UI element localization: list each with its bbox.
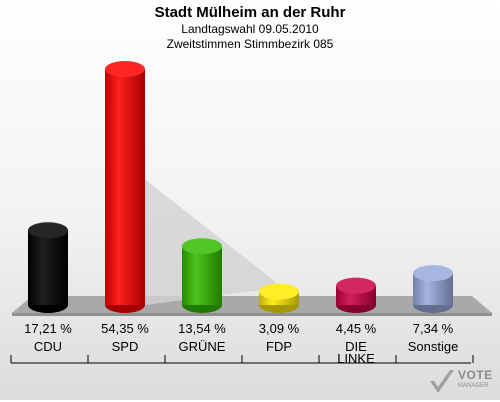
category-label: FDP [266,339,292,354]
bar-group [28,61,453,313]
category-axis [10,355,474,364]
value-label: 13,54 % [178,321,226,336]
value-label: 7,34 % [413,321,454,336]
checkmark-icon [430,370,454,393]
category-label: DIE [345,339,367,354]
category-label: LINKE [337,351,375,366]
category-label: Sonstige [408,339,459,354]
value-label: 4,45 % [336,321,377,336]
category-label: CDU [34,339,62,354]
logo-text: VOTE [458,368,493,382]
label-group: 17,21 % CDU 54,35 % SPD 13,54 % GRÜNE 3,09 % FD… [10,321,474,366]
bar-top [105,61,145,77]
value-label: 17,21 % [24,321,72,336]
bar-top [259,283,299,300]
vote-manager-logo: VOTE MANAGER [428,367,500,400]
bar-cdu [28,222,68,313]
bar-top [182,238,222,255]
logo-subtext: MANAGER [458,383,489,389]
category-label: GRÜNE [179,339,226,354]
bar-die-linke [336,277,376,313]
value-label: 54,35 % [101,321,149,336]
bar-sonstige [413,265,453,313]
bar-gr-ne [182,238,222,313]
chart-subtitle-election: Landtagswahl 09.05.2010 [181,22,319,36]
chart-title: Stadt Mülheim an der Ruhr [154,4,346,21]
bar-spd [105,61,145,313]
value-label: 3,09 % [259,321,300,336]
chart-header: Stadt Mülheim an der Ruhr Landtagswahl 0… [0,4,500,52]
bar-body [182,246,222,305]
bar-body [28,230,68,305]
bar-top [336,277,376,294]
chart-floor-edge [12,313,492,316]
bar-top [28,222,68,239]
category-label: SPD [112,339,139,354]
chart-subtitle-district: Zweitstimmen Stimmbezirk 085 [166,37,334,51]
bar-fdp [259,283,299,313]
bar-top [413,265,453,282]
bar-body [105,69,145,305]
